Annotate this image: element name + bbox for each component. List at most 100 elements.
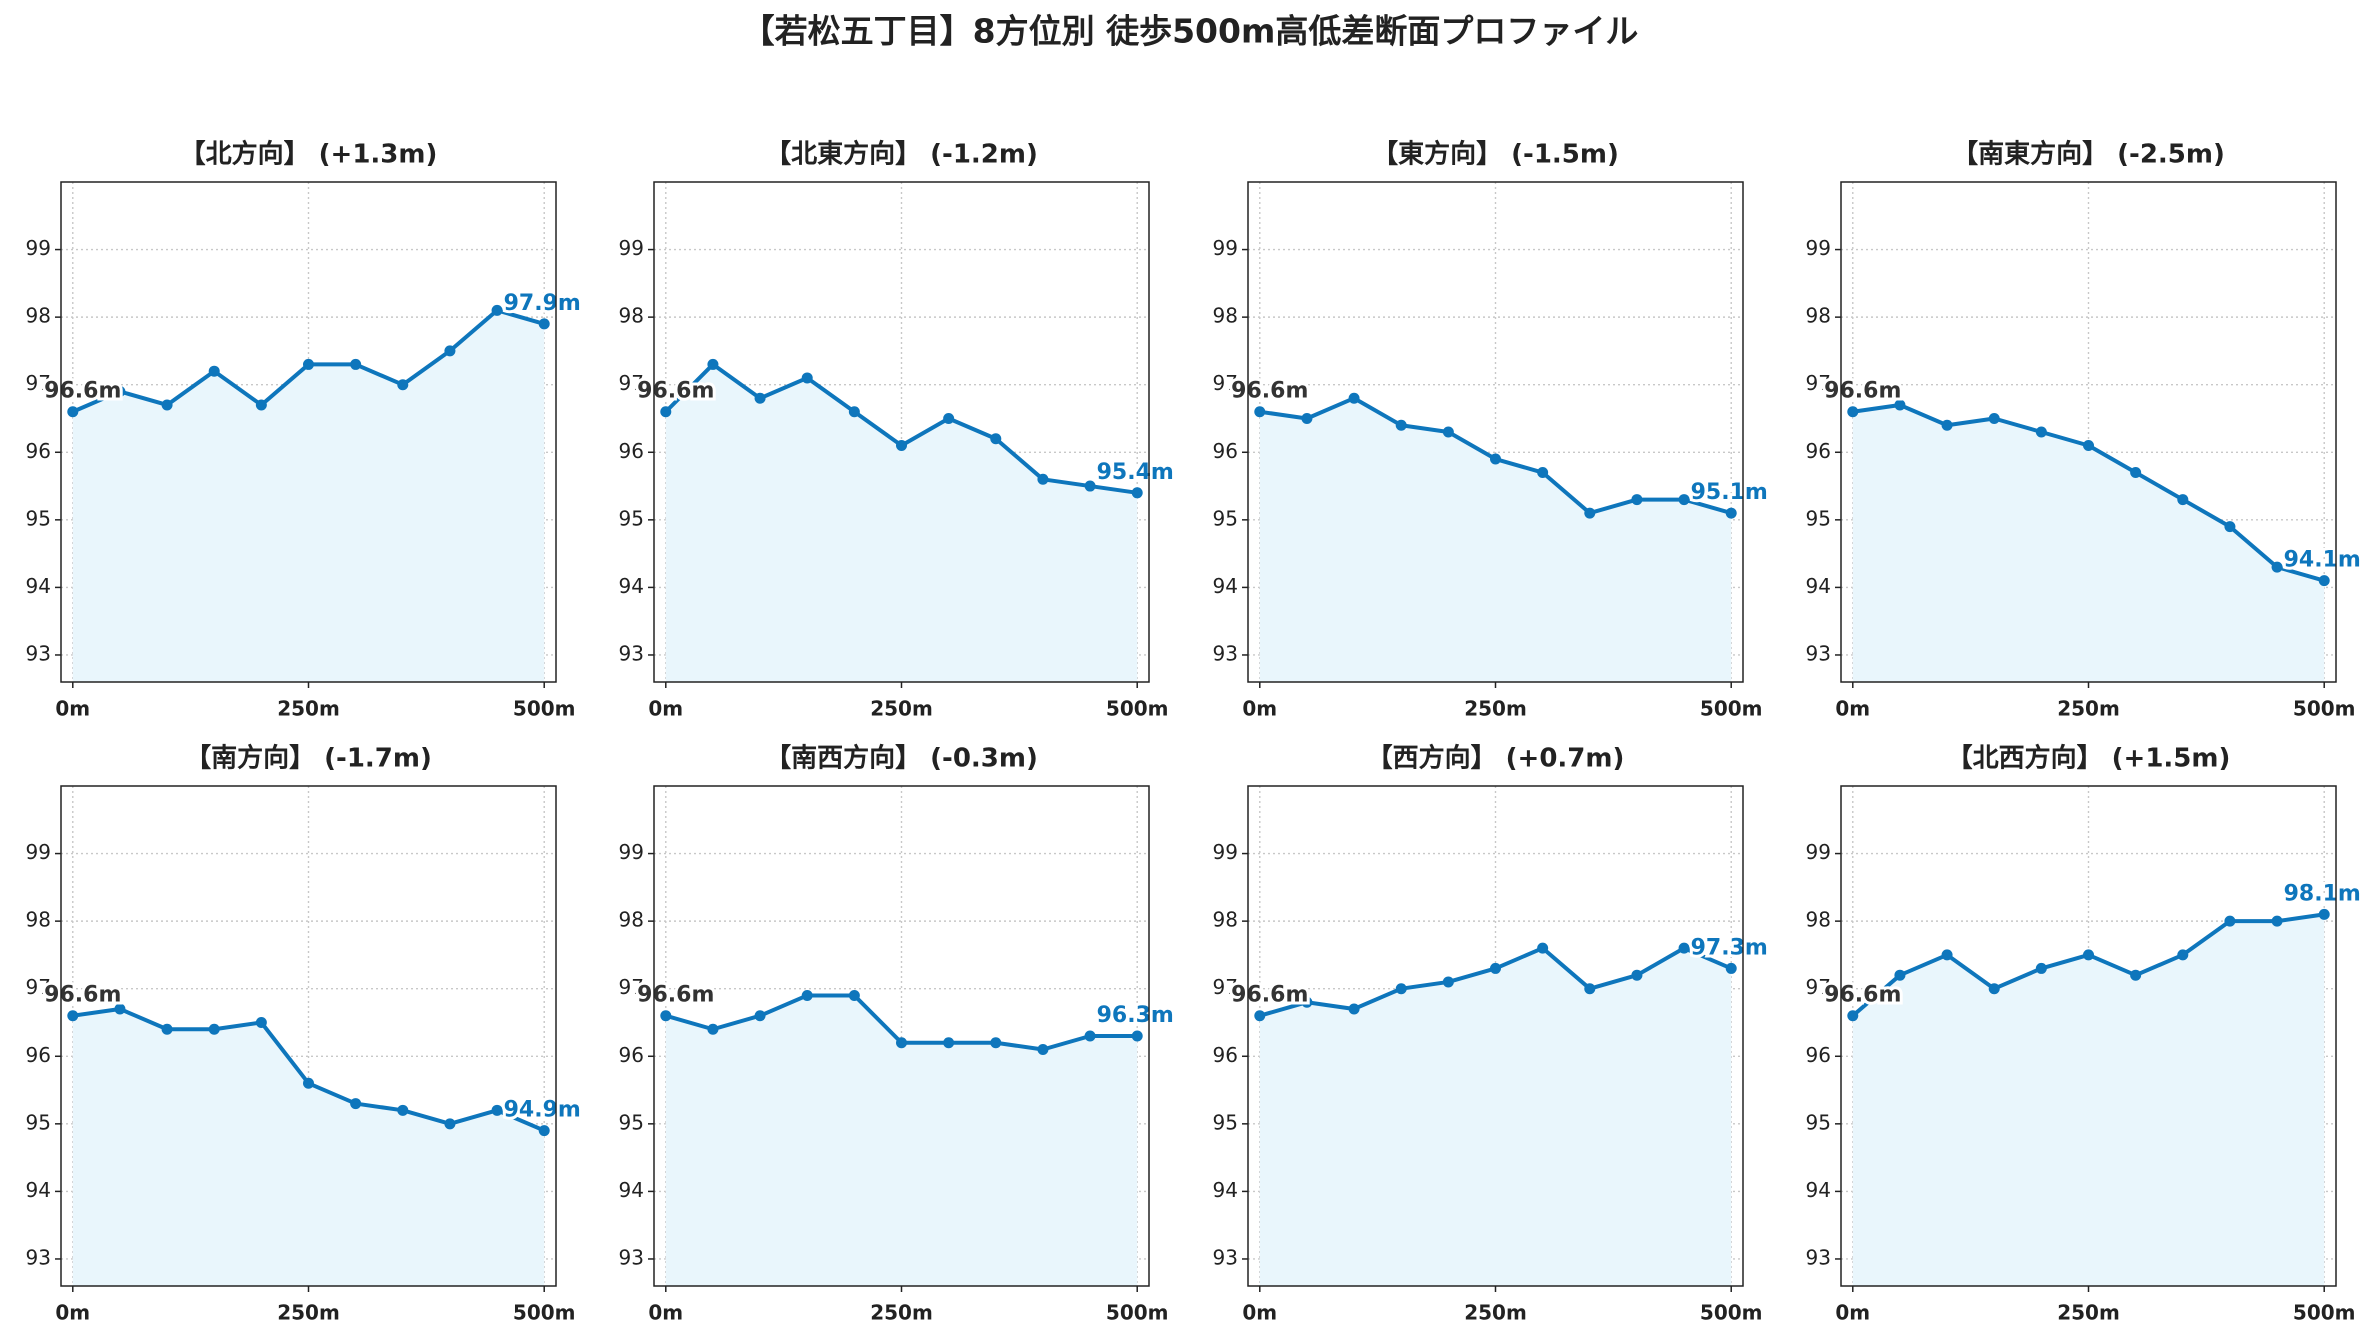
point	[1442, 976, 1454, 988]
x-tick-label: 500m	[1700, 1301, 1763, 1325]
y-tick-label: 97	[1806, 975, 1831, 999]
value-label: 96.6m	[44, 983, 121, 1008]
y-tick-label: 96	[1213, 439, 1238, 463]
point	[303, 358, 314, 370]
y-tick-label: 98	[1213, 304, 1238, 328]
point	[2130, 467, 2142, 479]
subplot-title: 【北方向】 (+1.3m)	[180, 139, 438, 170]
point	[2035, 962, 2047, 974]
y-tick-label: 94	[1213, 574, 1238, 598]
point	[1631, 494, 1643, 506]
point	[1037, 473, 1049, 485]
point	[1301, 996, 1313, 1008]
figure-title: 【若松五丁目】8方位別 徒歩500m高低差断面プロファイル	[742, 12, 1639, 51]
point	[943, 1037, 955, 1049]
y-tick-label: 95	[1213, 506, 1238, 530]
y-tick-label: 94	[26, 574, 51, 598]
point	[848, 406, 860, 418]
point	[754, 392, 766, 404]
point	[1348, 1003, 1360, 1015]
point	[1131, 487, 1143, 499]
axes-frame	[1247, 785, 1744, 1287]
x-tick-label: 0m	[55, 697, 90, 721]
area	[72, 1008, 545, 1286]
y-tick-label: 99	[619, 236, 644, 260]
subplot: 【南東方向】 (-2.5m) 93 94 95 96 97 98 99 0m 250m 500m 96…	[1806, 139, 2364, 721]
point	[707, 358, 719, 370]
point	[896, 1037, 907, 1049]
point	[707, 1023, 719, 1035]
point	[1941, 949, 1953, 961]
point	[1301, 412, 1313, 424]
point	[754, 1010, 766, 1022]
point	[444, 1118, 456, 1130]
point	[397, 379, 409, 391]
y-tick-label: 95	[1806, 1110, 1831, 1134]
subplot-title: 【北東方向】 (-1.2m)	[765, 139, 1038, 170]
point	[491, 304, 503, 316]
x-tick-label: 250m	[1464, 1301, 1527, 1325]
subplot-title: 【南方向】 (-1.7m)	[185, 743, 432, 774]
value-label: 95.1m	[1691, 480, 1768, 505]
point	[1941, 419, 1953, 431]
y-tick-label: 99	[1213, 840, 1238, 864]
area	[1852, 914, 2325, 1286]
y-tick-label: 98	[26, 304, 51, 328]
point	[1490, 962, 1501, 974]
point	[2083, 440, 2094, 452]
axes-frame	[653, 785, 1150, 1287]
y-tick-label: 96	[26, 1043, 51, 1067]
point	[2224, 521, 2236, 533]
point	[303, 1077, 314, 1089]
point	[1584, 983, 1596, 995]
point	[660, 1010, 672, 1022]
value-label: 96.6m	[1824, 379, 1901, 404]
point	[2318, 908, 2330, 920]
x-tick-label: 500m	[1106, 697, 1169, 721]
value-label: 97.3m	[1691, 935, 1768, 960]
point	[208, 1023, 220, 1035]
axes-frame	[1840, 181, 2337, 683]
axes-frame	[60, 181, 557, 683]
point	[1395, 983, 1407, 995]
x-tick-label: 250m	[2057, 697, 2120, 721]
value-label: 96.3m	[1097, 1003, 1174, 1028]
y-tick-label: 99	[619, 840, 644, 864]
value-label: 96.6m	[1231, 379, 1308, 404]
subplot-title: 【南西方向】 (-0.3m)	[765, 743, 1038, 774]
point	[1678, 942, 1690, 954]
point	[538, 318, 550, 330]
area	[665, 995, 1138, 1286]
value-label: 96.6m	[1824, 983, 1901, 1008]
x-tick-label: 500m	[1700, 697, 1763, 721]
point	[1847, 406, 1859, 418]
point	[1442, 426, 1454, 438]
point	[1847, 1010, 1859, 1022]
area	[1259, 398, 1732, 682]
value-label: 98.1m	[2284, 881, 2361, 906]
subplot: 【南方向】 (-1.7m) 93 94 95 96 97 98 99 0m 250m 500m 96.…	[26, 743, 584, 1325]
point	[1894, 969, 1906, 981]
y-tick-label: 93	[26, 1245, 51, 1269]
point	[1678, 494, 1690, 506]
y-tick-label: 93	[26, 641, 51, 665]
y-tick-label: 97	[1213, 975, 1238, 999]
subplot: 【北方向】 (+1.3m) 93 94 95 96 97 98 99 0m 250m 500m 96.…	[26, 139, 584, 721]
area	[665, 364, 1138, 682]
area	[1852, 404, 2325, 682]
point	[1131, 1030, 1143, 1042]
y-tick-label: 95	[619, 506, 644, 530]
point	[1254, 1010, 1266, 1022]
y-tick-label: 95	[26, 506, 51, 530]
point	[943, 412, 955, 424]
subplot: 【南西方向】 (-0.3m) 93 94 95 96 97 98 99 0m 250m 500m 96…	[619, 743, 1177, 1325]
x-tick-label: 250m	[1464, 697, 1527, 721]
point	[491, 1104, 503, 1116]
x-tick-label: 250m	[277, 697, 340, 721]
y-tick-label: 94	[1213, 1178, 1238, 1202]
y-tick-label: 97	[1806, 371, 1831, 395]
point	[67, 1010, 79, 1022]
point	[1894, 399, 1906, 411]
point	[397, 1104, 409, 1116]
point	[2224, 915, 2236, 927]
